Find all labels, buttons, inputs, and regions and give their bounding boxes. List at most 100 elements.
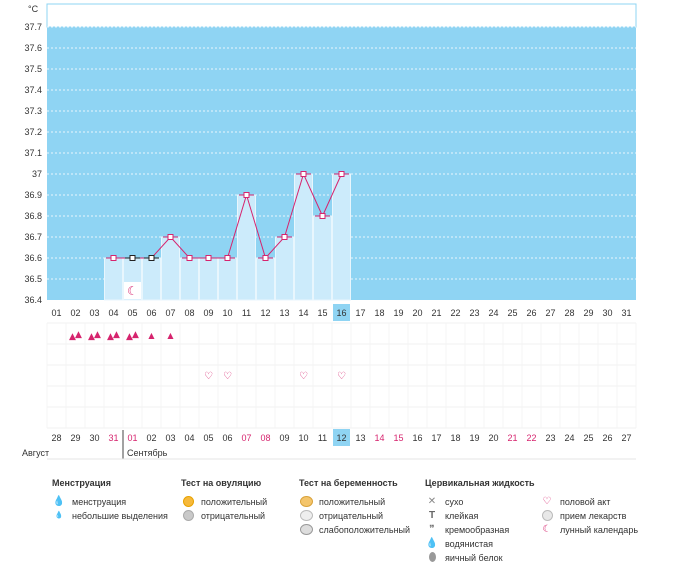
data-point [262, 255, 269, 261]
legend-item-creamy: ❞ кремообразная [425, 523, 535, 537]
temperature-bar [142, 257, 161, 301]
cycle-day-label: 01 [51, 308, 61, 318]
legend-item-pregnancy-negative: отрицательный [299, 509, 410, 523]
temperature-bar [332, 173, 351, 301]
legend-label: менструация [72, 497, 127, 507]
egg-white-icon [425, 551, 439, 565]
y-tick-label: 37.7 [24, 22, 42, 32]
cycle-day-label: 12 [260, 308, 270, 318]
legend-item-intercourse: ♡ половой акт [540, 495, 638, 509]
heart-icon: ♡ [299, 371, 308, 382]
data-point [319, 213, 326, 219]
cycle-day-label: 15 [317, 308, 327, 318]
legend-label: положительный [201, 497, 268, 507]
drop-heavy-icon: ▲ [69, 332, 76, 342]
y-tick-label: 36.7 [24, 232, 42, 242]
drop-light-icon: ▲ [148, 331, 155, 340]
calendar-date-label: 29 [70, 433, 80, 443]
calendar-date-label: 20 [488, 433, 498, 443]
temperature-chart: °C 36.4 36.5 36.6 36.7 36.8 36.9 37 37.1 37.2 37.3… [22, 3, 637, 460]
cycle-day-label: 27 [545, 308, 555, 318]
y-tick-label: 37.4 [24, 85, 42, 95]
legend-label: яичный белок [445, 553, 503, 563]
data-point [205, 255, 212, 261]
pill-icon [540, 509, 554, 523]
temperature-bar [313, 215, 332, 301]
legend-item-dry: ✕ сухо [425, 495, 535, 509]
calendar-date-label: 22 [526, 433, 536, 443]
cycle-day-label: 24 [488, 308, 498, 318]
cycle-day-label: 19 [393, 308, 403, 318]
legend-label: половой акт [560, 497, 611, 507]
y-tick-label: 37 [32, 169, 42, 179]
drop-heavy-icon: ▲ [75, 330, 82, 340]
legend-label: слабоположительный [319, 525, 411, 535]
y-tick-label: 36.5 [24, 274, 42, 284]
calendar-date-label: 21 [507, 433, 517, 443]
cycle-day-label: 25 [507, 308, 517, 318]
sticky-icon: T [428, 510, 436, 521]
y-tick-label: 36.6 [24, 253, 42, 263]
cycle-day-label: 16 [336, 308, 346, 318]
legend-item-ovulation-negative: отрицательный [181, 509, 267, 523]
calendar-date-label: 05 [203, 433, 213, 443]
legend-label: отрицательный [201, 511, 266, 521]
y-tick-label: 37.6 [24, 43, 42, 53]
data-point [129, 255, 136, 261]
data-point [338, 171, 345, 177]
cycle-day-label: 05 [127, 308, 137, 318]
legend-label: положительный [319, 497, 386, 507]
data-point [167, 234, 174, 240]
legend-label: сухо [445, 497, 464, 507]
cycle-day-label: 11 [242, 308, 251, 318]
ovulation-positive-icon [181, 495, 195, 509]
calendar-date-label: 27 [621, 433, 631, 443]
data-point [281, 234, 288, 240]
temperature-bar [218, 257, 237, 301]
legend-item-watery: 💧 водянистая [425, 537, 535, 551]
legend-label: отрицательный [319, 511, 384, 521]
cycle-day-label: 10 [222, 308, 232, 318]
calendar-date-label: 09 [279, 433, 289, 443]
cycle-day-label: 09 [203, 308, 213, 318]
legend: Менструация 💧 менструация 💧 небольшие вы… [0, 478, 675, 587]
pregnancy-positive-icon [299, 495, 313, 509]
legend-fluid-title: Цервикальная жидкость [425, 478, 535, 488]
calendar-date-label: 01 [127, 433, 137, 443]
ovulation-negative-icon [181, 509, 195, 523]
y-tick-label: 36.4 [24, 295, 42, 305]
legend-item-pregnancy-positive: положительный [299, 495, 410, 509]
pregnancy-weak-icon [299, 523, 313, 537]
legend-item-pregnancy-weak: слабоположительный [299, 523, 410, 537]
moon-icon: ☾ [127, 284, 138, 298]
cycle-day-label: 14 [298, 308, 308, 318]
data-point [224, 255, 231, 261]
cycle-day-label: 20 [412, 308, 422, 318]
calendar-date-label: 17 [431, 433, 441, 443]
calendar-date-label: 19 [469, 433, 479, 443]
temperature-bar [161, 236, 180, 301]
calendar-date-label: 31 [108, 433, 118, 443]
legend-pregnancy: Тест на беременность положительный отриц… [299, 478, 410, 537]
drop-heavy-icon: ▲ [126, 332, 133, 342]
legend-ovulation: Тест на овуляцию положительный отрицател… [181, 478, 267, 523]
legend-item-medication: прием лекарств [540, 509, 638, 523]
calendar-date-label: 07 [241, 433, 251, 443]
calendar-date-label: 02 [146, 433, 156, 443]
cycle-day-label: 28 [564, 308, 574, 318]
pregnancy-negative-icon [299, 509, 313, 523]
cycle-day-label: 08 [184, 308, 194, 318]
legend-other: ♡ половой акт прием лекарств ☾ лунный ка… [540, 495, 638, 537]
calendar-date-label: 24 [564, 433, 574, 443]
calendar-date-label: 06 [222, 433, 232, 443]
legend-item-ovulation-positive: положительный [181, 495, 267, 509]
calendar-date-label: 04 [184, 433, 194, 443]
calendar-date-label: 30 [89, 433, 99, 443]
calendar-date-label: 14 [374, 433, 384, 443]
calendar-date-label: 15 [393, 433, 403, 443]
legend-menstruation-title: Менструация [52, 478, 111, 488]
legend-label: водянистая [445, 539, 494, 549]
calendar-date-label: 03 [165, 433, 175, 443]
y-tick-label: 37.5 [24, 64, 42, 74]
drop-light-icon: 💧 [54, 512, 64, 519]
